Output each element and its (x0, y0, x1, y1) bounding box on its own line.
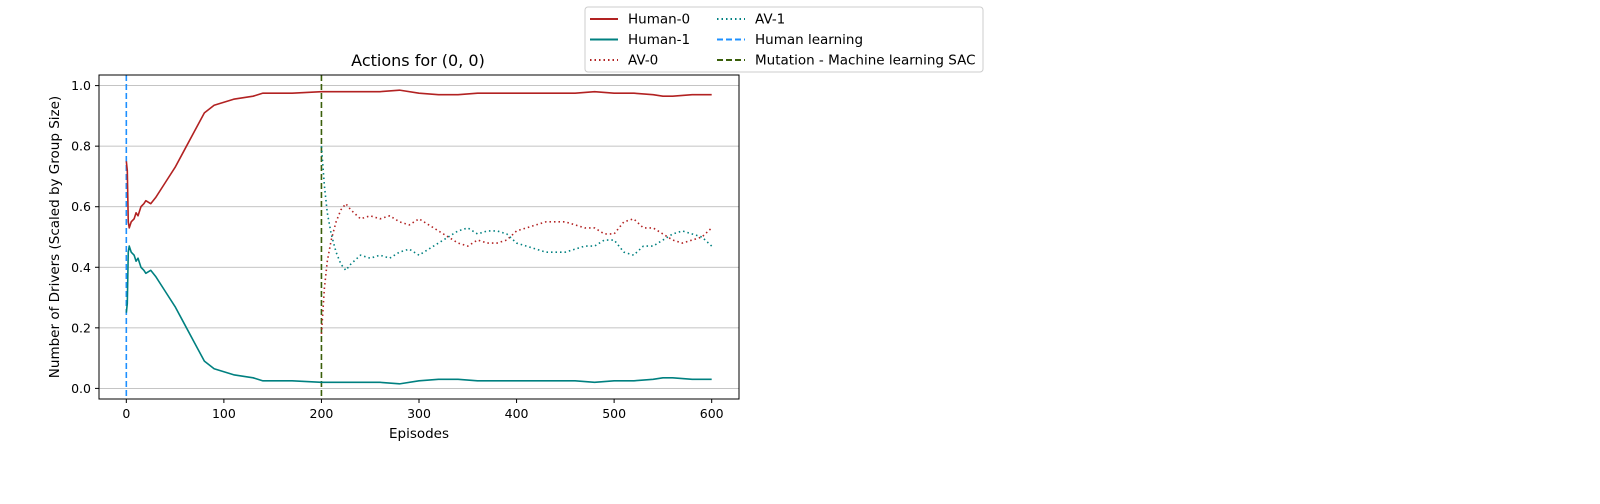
y-tick-label: 1.0 (71, 78, 91, 93)
human-0-line (125, 89, 712, 229)
av-0-legend-label: AV-0 (628, 53, 658, 69)
human-1-legend-label: Human-1 (628, 32, 690, 48)
human-1-line (125, 245, 712, 385)
chart-title: Actions for (0, 0) (351, 51, 485, 70)
human-0-legend-label: Human-0 (628, 12, 690, 28)
x-tick-label: 200 (310, 406, 334, 421)
x-tick-label: 100 (212, 406, 236, 421)
legend-box (584, 6, 984, 73)
y-tick-label: 0.8 (71, 139, 91, 154)
vertical-reference-lines (125, 75, 323, 399)
av-1-line (320, 146, 713, 272)
legend-items: Human-0 Human-1 AV-0 AV-1 Human learning Muta… (590, 12, 976, 69)
y-axis-ticks: 0.0 0.2 0.4 0.6 0.8 1.0 (71, 78, 99, 396)
legend: Human-0 Human-1 AV-0 AV-1 Human learning Muta… (584, 6, 984, 73)
y-tick-label: 0.6 (71, 199, 91, 214)
y-tick-label: 0.2 (71, 320, 91, 335)
y-axis-label: Number of Drivers (Scaled by Group Size) (47, 96, 63, 378)
av-0-line (320, 202, 713, 334)
av-1-legend-label: AV-1 (755, 12, 785, 28)
x-tick-label: 400 (505, 406, 529, 421)
x-tick-label: 0 (122, 406, 130, 421)
y-tick-label: 0.0 (71, 381, 91, 396)
y-tick-label: 0.4 (71, 260, 91, 275)
x-axis-label: Episodes (389, 426, 449, 442)
series-lines (125, 89, 713, 385)
mutation-machine-learning-sac-legend-label: Mutation - Machine learning SAC (755, 53, 976, 69)
x-tick-label: 300 (407, 406, 431, 421)
x-axis-ticks: 0 100 200 300 400 500 600 (122, 399, 724, 421)
x-tick-label: 500 (602, 406, 626, 421)
x-tick-label: 600 (700, 406, 724, 421)
human-learning-legend-label: Human learning (755, 32, 863, 48)
gridlines (99, 85, 739, 389)
